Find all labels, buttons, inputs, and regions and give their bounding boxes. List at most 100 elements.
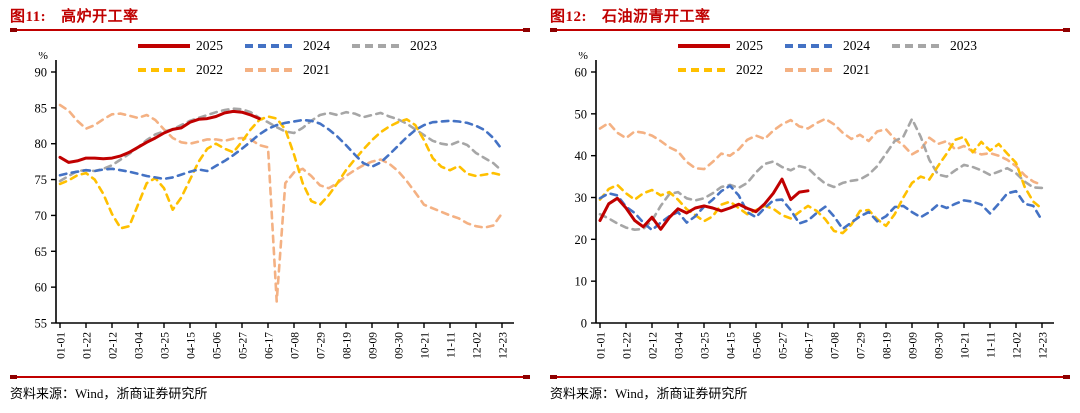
y-tick-label: 40 — [575, 149, 588, 163]
y-tick-label: 30 — [575, 191, 588, 205]
x-tick-label: 12-02 — [472, 332, 484, 359]
x-tick-label: 03-25 — [160, 332, 172, 359]
x-tick-label: 11-11 — [446, 332, 458, 358]
x-tick-label: 05-27 — [238, 332, 250, 359]
legend-line-sample — [678, 68, 730, 72]
x-tick-label: 02-12 — [648, 332, 660, 359]
x-tick-label: 01-01 — [596, 332, 608, 359]
legend-item-2024: 2024 — [785, 34, 892, 58]
legend-line-sample — [785, 44, 837, 48]
x-tick-label: 03-25 — [700, 332, 712, 359]
figure-title-text: 石油沥青开工率 — [602, 9, 711, 25]
legend-label: 2022 — [196, 62, 223, 77]
y-tick-label: 80 — [35, 137, 48, 151]
figure-title: 图11: 高炉开工率 — [10, 5, 139, 26]
legend-label: 2024 — [843, 38, 870, 53]
x-tick-label: 09-30 — [394, 332, 406, 359]
legend-item-2022: 2022 — [138, 58, 245, 82]
x-tick-label: 04-15 — [186, 332, 198, 359]
x-tick-label: 01-22 — [622, 332, 634, 359]
y-tick-label: 90 — [35, 66, 48, 80]
line-chart-blast-furnace: 55 60 65 70 75 80 85 90% 01-01 01-22 02-12 03-04 03-… — [35, 50, 514, 359]
x-tick-label: 07-08 — [830, 332, 842, 359]
x-tick-label: 05-06 — [212, 332, 224, 359]
chart-area: 0 10 20 30 40 50 60% 01-01 01-22 02-12 03-04 03-25 0… — [540, 50, 1078, 374]
y-axis-unit-label: % — [578, 52, 588, 62]
series-line-2021 — [58, 103, 504, 303]
x-tick-label: 03-04 — [674, 332, 686, 359]
legend-label: 2025 — [196, 38, 223, 53]
series-line-2021 — [598, 117, 1044, 187]
series-line-2024 — [58, 118, 504, 181]
x-tick-label: 10-21 — [960, 332, 972, 359]
legend-item-2023: 2023 — [352, 34, 459, 58]
x-tick-label: 06-17 — [264, 332, 276, 359]
x-tick-label: 01-22 — [82, 332, 94, 359]
legend-line-sample — [245, 68, 297, 72]
y-tick-label: 10 — [575, 275, 588, 289]
legend-item-2021: 2021 — [785, 58, 892, 82]
x-tick-label: 05-27 — [778, 332, 790, 359]
x-tick-label: 08-19 — [342, 332, 354, 359]
x-tick-label: 07-29 — [316, 332, 328, 359]
series-line-2023 — [598, 117, 1044, 231]
line-chart-asphalt: 0 10 20 30 40 50 60% 01-01 01-22 02-12 03-04 03-25 0… — [575, 50, 1054, 359]
x-tick-label: 10-21 — [420, 332, 432, 359]
legend-item-2025: 2025 — [678, 34, 785, 58]
y-tick-label: 55 — [35, 317, 48, 331]
x-tick-label: 07-29 — [856, 332, 868, 359]
source-note: 资料来源：Wind，浙商证券研究所 — [10, 386, 208, 401]
legend-item-2021: 2021 — [245, 58, 352, 82]
legend-line-sample — [138, 68, 190, 72]
figure-number: 图12: — [550, 9, 587, 25]
x-tick-label: 12-02 — [1012, 332, 1024, 359]
legend-label: 2022 — [736, 62, 763, 77]
legend-item-2025: 2025 — [138, 34, 245, 58]
x-tick-label: 09-09 — [908, 332, 920, 359]
footer-rule — [10, 375, 530, 378]
legend-line-sample — [892, 44, 944, 48]
y-tick-label: 20 — [575, 233, 588, 247]
x-tick-label: 07-08 — [290, 332, 302, 359]
legend-line-sample — [678, 44, 730, 48]
chart-area: 55 60 65 70 75 80 85 90% 01-01 01-22 02-12 03-04 03-… — [0, 50, 538, 374]
legend-label: 2021 — [303, 62, 330, 77]
legend-label: 2023 — [410, 38, 437, 53]
chart-legend: 2025 2024 2023 2022 2021 — [138, 34, 483, 82]
series-line-2025 — [58, 109, 261, 164]
figure-title: 图12: 石油沥青开工率 — [550, 5, 711, 26]
y-tick-label: 70 — [35, 209, 48, 223]
series-line-2023 — [58, 107, 504, 183]
x-tick-label: 02-12 — [108, 332, 120, 359]
x-tick-label: 01-01 — [56, 332, 68, 359]
y-axis-unit-label: % — [38, 52, 48, 62]
title-underline — [550, 28, 1070, 31]
legend-item-2022: 2022 — [678, 58, 785, 82]
legend-line-sample — [785, 68, 837, 72]
chart-panel-blast-furnace: 图11: 高炉开工率 2025 2024 2023 2022 2021 55 60 65 70 7… — [0, 5, 538, 401]
y-tick-label: 65 — [35, 245, 48, 259]
x-tick-label: 12-23 — [1038, 332, 1050, 359]
series-line-2022 — [598, 135, 1044, 235]
legend-label: 2024 — [303, 38, 330, 53]
legend-line-sample — [138, 44, 190, 48]
y-tick-label: 0 — [581, 317, 587, 331]
x-tick-label: 05-06 — [752, 332, 764, 359]
figure-title-text: 高炉开工率 — [61, 9, 139, 25]
x-tick-label: 11-11 — [986, 332, 998, 358]
legend-line-sample — [245, 44, 297, 48]
title-underline — [10, 28, 530, 31]
chart-legend: 2025 2024 2023 2022 2021 — [678, 34, 1023, 82]
figure-number: 图11: — [10, 9, 47, 25]
x-tick-label: 04-15 — [726, 332, 738, 359]
y-tick-label: 85 — [35, 101, 48, 115]
series-line-2022 — [58, 115, 504, 230]
source-note: 资料来源：Wind，浙商证券研究所 — [550, 386, 748, 401]
y-tick-label: 60 — [35, 281, 48, 295]
x-tick-label: 12-23 — [498, 332, 510, 359]
x-tick-label: 06-17 — [804, 332, 816, 359]
footer-rule — [550, 375, 1070, 378]
y-tick-label: 75 — [35, 173, 48, 187]
x-tick-label: 09-30 — [934, 332, 946, 359]
x-tick-label: 08-19 — [882, 332, 894, 359]
